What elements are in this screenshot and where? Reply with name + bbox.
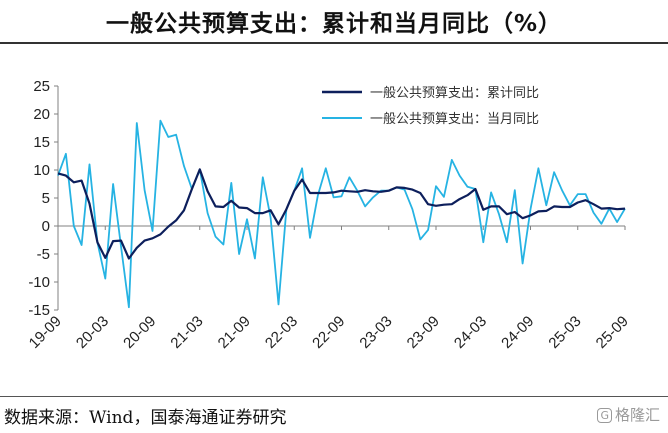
x-tick-label: 25-03 [545,313,584,352]
title-divider [0,42,668,44]
x-tick-label: 21-03 [167,313,206,352]
x-tick-label: 22-09 [309,313,348,352]
g-logo-icon: G [597,408,612,423]
series-line-monthly [57,119,626,309]
x-tick-label: 21-09 [215,313,254,352]
y-tick-label: -15 [28,302,50,319]
watermark-text: 格隆汇 [614,406,660,424]
y-tick-label: 20 [33,106,50,123]
legend-label: 一般公共预算支出：当月同比 [370,111,539,127]
legend-label: 一般公共预算支出：累计同比 [370,85,539,101]
x-tick-label: 22-03 [262,313,301,352]
x-tick-label: 23-03 [356,313,395,352]
x-tick-label: 25-09 [593,313,632,352]
chart-title: 一般公共预算支出：累计和当月同比（%） [105,11,563,37]
y-tick-label: 10 [33,162,50,179]
source-note: 数据来源：Wind，国泰海通证券研究 [4,408,287,428]
watermark: G 格隆汇 [597,404,660,425]
x-tick-label: 23-09 [404,313,443,352]
y-tick-label: -10 [28,274,50,291]
footer-divider [0,396,668,397]
y-tick-label: -5 [37,246,50,263]
series-line-cumulative [57,168,626,260]
y-tick-label: 15 [33,134,50,151]
x-tick-label: 24-09 [498,313,537,352]
x-tick-label: 20-03 [73,313,112,352]
y-tick-label: 0 [42,218,50,235]
x-tick-label: 20-09 [120,313,159,352]
y-tick-label: 25 [33,78,50,95]
x-tick-label: 24-03 [451,313,490,352]
y-tick-label: 5 [42,190,50,207]
